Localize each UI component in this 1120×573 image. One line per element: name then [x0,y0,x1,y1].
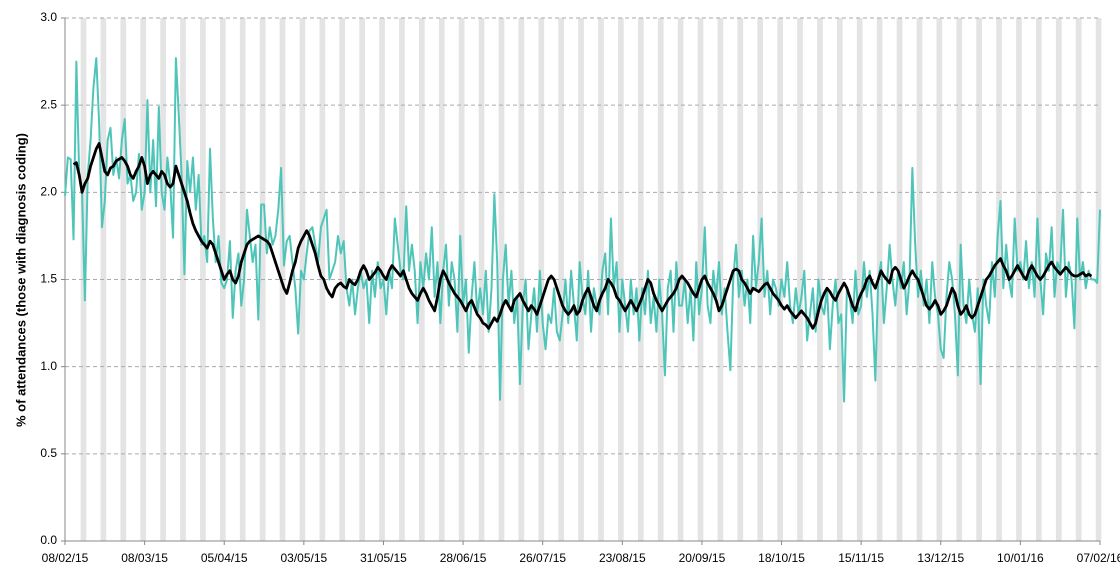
weekend-band [180,18,186,541]
x-tick-label: 28/06/15 [440,551,487,565]
y-tick-label: 2.0 [40,185,57,199]
weekend-band [817,18,823,541]
x-tick-label: 20/09/15 [679,551,726,565]
y-tick-label: 1.0 [40,359,57,373]
x-tick-label: 23/08/15 [599,551,646,565]
x-tick-label: 18/10/15 [758,551,805,565]
weekend-band [299,18,306,541]
weekend-band [1095,18,1102,541]
x-tick-label: 10/01/16 [997,551,1044,565]
weekend-band [936,18,943,541]
x-tick-label: 05/04/15 [201,551,248,565]
y-tick-label: 2.5 [40,97,57,111]
x-tick-label: 15/11/15 [838,551,884,565]
x-tick-label: 08/03/15 [121,551,168,565]
y-tick-label: 3.0 [40,10,57,24]
y-tick-label: 1.5 [40,272,57,286]
x-tick-label: 03/05/15 [280,551,327,565]
weekend-band [200,18,206,541]
y-tick-label: 0.5 [40,446,57,460]
x-tick-label: 13/12/15 [917,551,964,565]
x-tick-label: 26/07/15 [519,551,566,565]
x-tick-label: 08/02/15 [42,551,89,565]
x-tick-label: 31/05/15 [360,551,407,565]
weekend-band [1075,18,1082,541]
series-line [72,142,1093,330]
y-tick-label: 0.0 [40,533,57,547]
x-tick-label: 07/02/16 [1077,551,1120,565]
weekend-band [558,18,565,541]
weekend-band [339,18,346,541]
weekend-band [976,18,982,541]
weekend-band [836,18,843,541]
y-axis-title: % of attendances (those with diagnosis c… [13,133,28,427]
weekend-band [1055,18,1062,541]
